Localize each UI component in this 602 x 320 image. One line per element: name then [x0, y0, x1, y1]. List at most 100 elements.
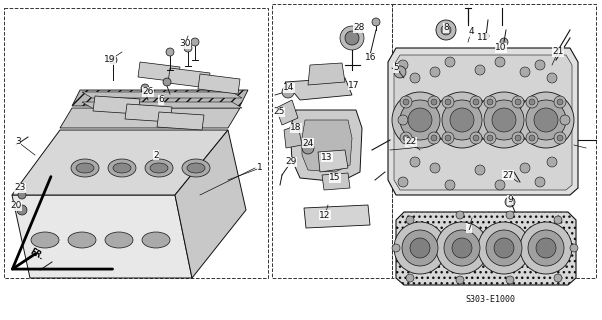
Circle shape — [441, 25, 451, 35]
Circle shape — [141, 84, 149, 92]
Ellipse shape — [68, 232, 96, 248]
Circle shape — [408, 108, 432, 132]
Text: 18: 18 — [290, 124, 302, 132]
Text: 7: 7 — [466, 223, 472, 233]
Circle shape — [456, 276, 464, 284]
Circle shape — [535, 60, 545, 70]
Circle shape — [484, 100, 524, 140]
Circle shape — [434, 92, 490, 148]
Circle shape — [430, 163, 440, 173]
Circle shape — [487, 99, 493, 105]
Polygon shape — [308, 63, 345, 85]
Circle shape — [570, 244, 578, 252]
Polygon shape — [290, 110, 362, 182]
Circle shape — [529, 99, 535, 105]
Circle shape — [445, 99, 451, 105]
Circle shape — [506, 276, 514, 284]
Polygon shape — [60, 108, 240, 128]
Text: 2: 2 — [153, 150, 159, 159]
Circle shape — [483, 33, 489, 39]
Circle shape — [442, 132, 454, 144]
Polygon shape — [12, 130, 228, 195]
Ellipse shape — [145, 159, 173, 177]
Circle shape — [406, 216, 414, 224]
Ellipse shape — [182, 159, 210, 177]
Circle shape — [529, 135, 535, 141]
Circle shape — [494, 238, 514, 258]
Bar — [4, 8, 268, 278]
Text: 14: 14 — [284, 84, 295, 92]
Text: 9: 9 — [507, 196, 513, 204]
Circle shape — [547, 73, 557, 83]
Circle shape — [442, 96, 454, 108]
Text: 10: 10 — [495, 44, 507, 52]
Circle shape — [520, 163, 530, 173]
Circle shape — [445, 180, 455, 190]
Circle shape — [410, 157, 420, 167]
Circle shape — [475, 165, 485, 175]
Circle shape — [512, 132, 524, 144]
Text: 30: 30 — [179, 39, 191, 49]
Circle shape — [340, 26, 364, 50]
Ellipse shape — [142, 232, 170, 248]
Circle shape — [109, 56, 117, 64]
Text: S303-E1000: S303-E1000 — [465, 295, 515, 305]
Circle shape — [282, 86, 294, 98]
Circle shape — [484, 132, 496, 144]
Circle shape — [403, 135, 409, 141]
Text: 28: 28 — [353, 23, 365, 33]
Circle shape — [554, 274, 562, 282]
Circle shape — [557, 99, 563, 105]
Polygon shape — [93, 96, 140, 114]
Polygon shape — [125, 104, 172, 122]
Polygon shape — [302, 120, 352, 172]
Polygon shape — [82, 102, 242, 108]
Circle shape — [394, 222, 446, 274]
Circle shape — [445, 57, 455, 67]
Bar — [392, 4, 596, 278]
Circle shape — [486, 230, 522, 266]
Circle shape — [400, 132, 412, 144]
Polygon shape — [322, 173, 350, 190]
Circle shape — [398, 115, 408, 125]
Circle shape — [536, 238, 556, 258]
Polygon shape — [168, 68, 210, 88]
Polygon shape — [318, 150, 348, 172]
Circle shape — [518, 92, 574, 148]
Circle shape — [470, 96, 482, 108]
Ellipse shape — [71, 159, 99, 177]
Circle shape — [470, 132, 482, 144]
Text: 29: 29 — [285, 157, 297, 166]
Text: 21: 21 — [552, 47, 563, 57]
Polygon shape — [284, 125, 302, 148]
Circle shape — [163, 78, 171, 86]
Circle shape — [554, 132, 566, 144]
Circle shape — [473, 135, 479, 141]
Circle shape — [495, 57, 505, 67]
Text: 22: 22 — [405, 138, 417, 147]
Ellipse shape — [113, 163, 131, 173]
Circle shape — [394, 66, 406, 78]
Circle shape — [520, 222, 572, 274]
Circle shape — [431, 99, 437, 105]
Circle shape — [166, 48, 174, 56]
Ellipse shape — [105, 232, 133, 248]
Circle shape — [452, 238, 472, 258]
Ellipse shape — [31, 232, 59, 248]
Text: 24: 24 — [302, 139, 314, 148]
Circle shape — [445, 135, 451, 141]
Circle shape — [560, 115, 570, 125]
Circle shape — [526, 96, 538, 108]
Circle shape — [398, 60, 408, 70]
Text: 25: 25 — [273, 108, 285, 116]
Circle shape — [410, 238, 430, 258]
Text: 19: 19 — [104, 55, 116, 65]
Ellipse shape — [76, 163, 94, 173]
Circle shape — [406, 274, 414, 282]
Text: 4: 4 — [468, 28, 474, 36]
Circle shape — [18, 191, 26, 199]
Text: 26: 26 — [142, 87, 154, 97]
Text: 16: 16 — [365, 53, 377, 62]
Circle shape — [17, 205, 27, 215]
Circle shape — [520, 67, 530, 77]
